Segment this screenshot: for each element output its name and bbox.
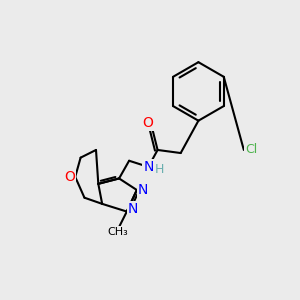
Text: O: O bbox=[142, 116, 153, 130]
Text: CH₃: CH₃ bbox=[107, 227, 128, 237]
Text: N: N bbox=[138, 183, 148, 197]
Text: Cl: Cl bbox=[245, 143, 258, 157]
Text: N: N bbox=[128, 202, 138, 216]
Text: N: N bbox=[143, 160, 154, 174]
Text: O: O bbox=[64, 170, 75, 184]
Text: H: H bbox=[154, 164, 164, 176]
